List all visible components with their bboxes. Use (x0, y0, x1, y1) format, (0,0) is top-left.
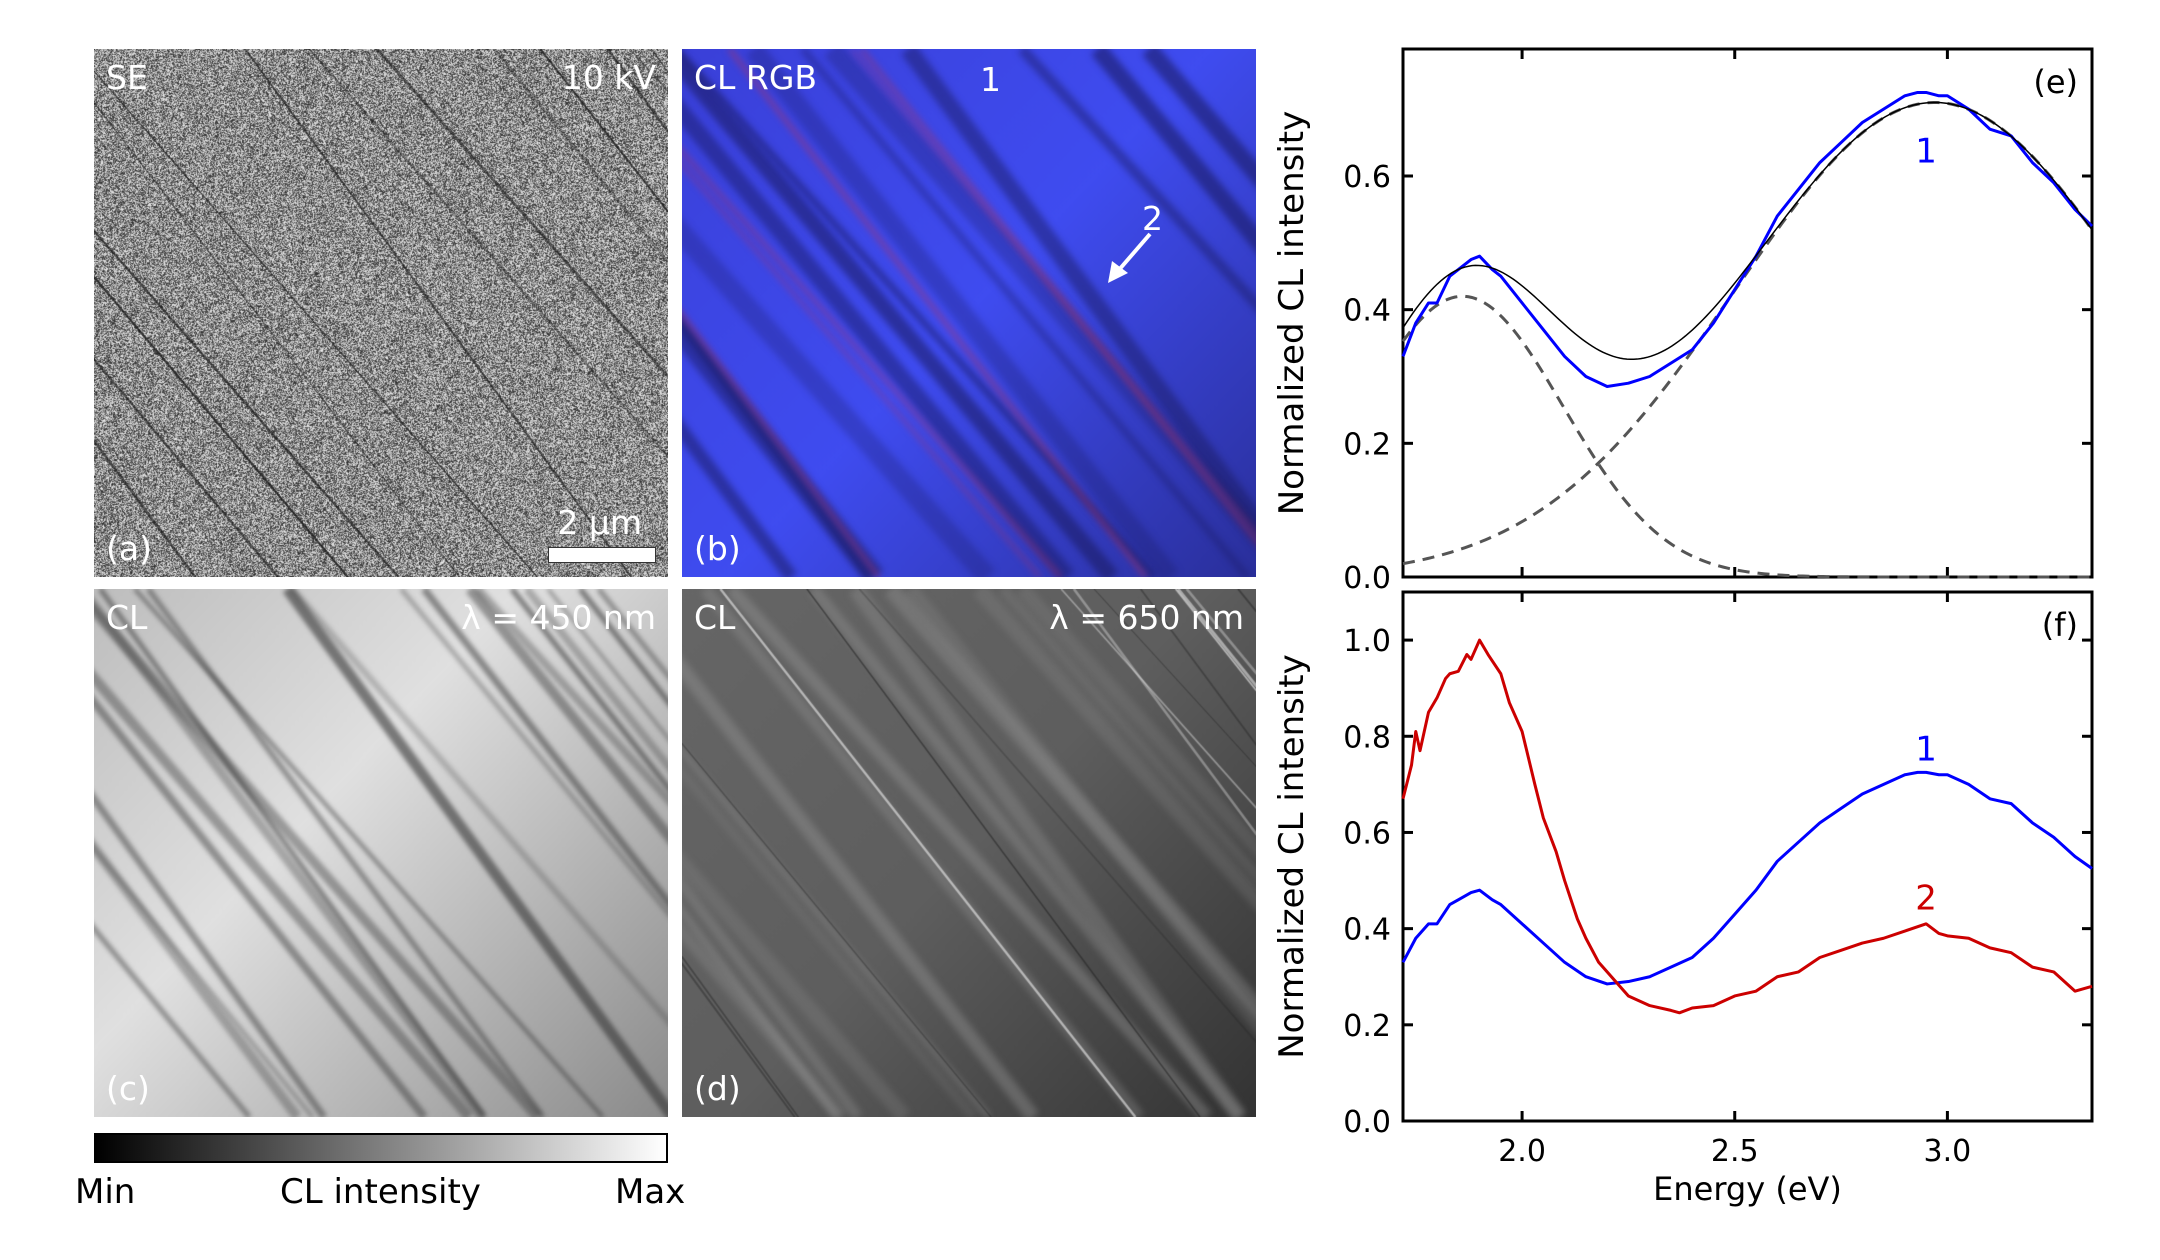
cl-450nm-map (94, 589, 668, 1117)
panel-c-wavelength: λ = 450 nm (461, 598, 656, 637)
panel-a-voltage: 10 kV (561, 58, 656, 97)
chart-f: 2.0 2.5 3.0 0.0 0.2 0.4 0.6 0.8 1.0 Normalized CL… (1272, 590, 2094, 1169)
panel-a-label: (a) (106, 529, 152, 568)
marker-1: 1 (980, 60, 1001, 99)
plot-frame (1401, 47, 2094, 579)
colorbar-min-label: Min (75, 1172, 136, 1212)
panel-a-title: SE (106, 58, 148, 97)
y-tick-label: 0.4 (1343, 913, 1391, 948)
panel-c-label: (c) (106, 1069, 150, 1108)
panel-d-label: (d) (694, 1069, 741, 1108)
panel-a-se-image: SE 10 kV 2 µm (a) (94, 49, 668, 577)
arrow-icon (1108, 232, 1152, 283)
y-tick-label: 0.0 (1343, 1105, 1391, 1140)
panel-d-cl-650-image: CL λ = 650 nm (d) (682, 589, 1256, 1117)
panel-label: (f) (2042, 606, 2078, 644)
panel-b-title: CL RGB (694, 58, 818, 97)
chart-e: 0.0 0.2 0.4 0.6 Normalized CL intensity (e) 1 (1272, 47, 2094, 596)
y-tick-label: 0.8 (1343, 720, 1391, 755)
fit-component-1 (1401, 294, 2092, 579)
x-axis-title: Energy (eV) (1653, 1170, 1842, 1208)
y-tick-label: 0.2 (1343, 427, 1391, 462)
panel-c-cl-450-image: CL λ = 450 nm (c) (94, 589, 668, 1117)
y-tick-label: 1.0 (1343, 624, 1391, 659)
series-line-2 (1401, 638, 2093, 1015)
x-tick-label: 2.5 (1711, 1134, 1759, 1169)
y-tick-label: 0.6 (1343, 160, 1391, 195)
y-tick-label: 0.0 (1343, 561, 1391, 596)
se-micrograph (94, 49, 668, 577)
panel-c-title: CL (106, 598, 148, 637)
colorbar-max-label: Max (615, 1172, 686, 1212)
plot-frame (1401, 590, 2094, 1123)
panel-b-cl-rgb-image: CL RGB 1 2 (b) (682, 49, 1256, 577)
fit-component-2 (1402, 100, 2094, 566)
colorbar-title: CL intensity (280, 1172, 481, 1212)
y-axis-title: Normalized CL intensity (1272, 111, 1312, 516)
series-label-1: 1 (1915, 132, 1937, 172)
y-tick-label: 0.6 (1343, 816, 1391, 851)
y-tick-label: 0.4 (1343, 294, 1391, 329)
y-axis-title: Normalized CL intensity (1272, 654, 1312, 1059)
series-line-1 (1401, 90, 2094, 389)
x-tick-label: 2.0 (1498, 1134, 1546, 1169)
series-label-2: 2 (1915, 878, 1937, 918)
scalebar-label: 2 µm (557, 503, 642, 542)
series-label-1: 1 (1915, 729, 1937, 769)
scalebar (548, 547, 656, 563)
marker-2: 2 (1142, 199, 1163, 238)
panel-b-label: (b) (694, 529, 741, 568)
panel-d-wavelength: λ = 650 nm (1049, 598, 1244, 637)
fit-total (1402, 101, 2093, 361)
cl-rgb-map (682, 49, 1256, 577)
series-line-1 (1401, 770, 2093, 986)
panel-label: (e) (2033, 63, 2078, 101)
colorbar (94, 1133, 668, 1163)
panel-d-title: CL (694, 598, 736, 637)
x-tick-label: 3.0 (1924, 1134, 1972, 1169)
y-tick-label: 0.2 (1343, 1009, 1391, 1044)
cl-650nm-map (682, 589, 1256, 1117)
